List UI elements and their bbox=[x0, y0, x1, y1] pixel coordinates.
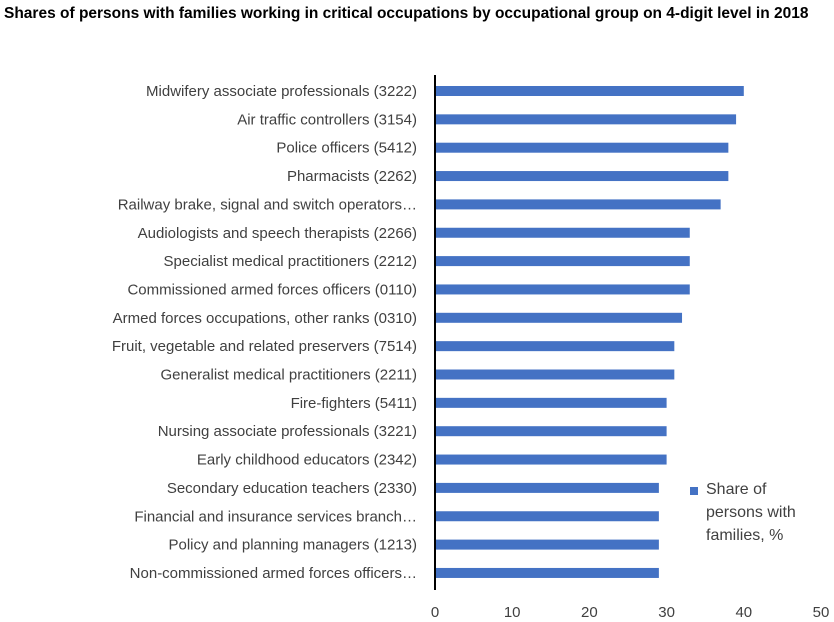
category-label-17: Policy and planning managers (1213) bbox=[169, 537, 418, 554]
bar-6 bbox=[435, 227, 690, 238]
bar-5 bbox=[435, 199, 721, 210]
bar-13 bbox=[435, 426, 667, 437]
category-label-3: Police officers (5412) bbox=[276, 140, 417, 157]
bar-4 bbox=[435, 171, 729, 182]
category-label-7: Specialist medical practitioners (2212) bbox=[164, 253, 417, 270]
category-label-12: Fire-fighters (5411) bbox=[291, 395, 417, 412]
category-labels: Midwifery associate professionals (3222)… bbox=[112, 83, 417, 582]
bar-11 bbox=[435, 369, 675, 380]
bar-16 bbox=[435, 511, 659, 522]
bar-18 bbox=[435, 567, 659, 578]
bar-7 bbox=[435, 256, 690, 267]
bar-12 bbox=[435, 397, 667, 408]
bar-17 bbox=[435, 539, 659, 550]
x-tick-label-0: 0 bbox=[431, 604, 439, 621]
legend-swatch bbox=[690, 487, 698, 495]
category-label-5: Railway brake, signal and switch operato… bbox=[118, 196, 417, 213]
category-label-10: Fruit, vegetable and related preservers … bbox=[112, 338, 417, 355]
bar-9 bbox=[435, 312, 683, 323]
category-label-2: Air traffic controllers (3154) bbox=[237, 111, 417, 128]
x-tick-label-10: 10 bbox=[504, 604, 521, 621]
bar-8 bbox=[435, 284, 690, 295]
x-tick-label-20: 20 bbox=[581, 604, 598, 621]
category-label-1: Midwifery associate professionals (3222) bbox=[146, 83, 417, 100]
bar-14 bbox=[435, 454, 667, 465]
bar-1 bbox=[435, 86, 744, 96]
bars-group bbox=[435, 86, 744, 578]
x-tick-label-30: 30 bbox=[658, 604, 675, 621]
category-label-11: Generalist medical practitioners (2211) bbox=[160, 367, 417, 384]
category-label-13: Nursing associate professionals (3221) bbox=[158, 423, 417, 440]
category-label-9: Armed forces occupations, other ranks (0… bbox=[113, 310, 417, 327]
legend-label: Share of persons with families, % bbox=[706, 481, 796, 544]
bar-3 bbox=[435, 142, 729, 153]
category-label-16: Financial and insurance services branch… bbox=[134, 508, 417, 525]
x-tick-label-50: 50 bbox=[813, 604, 830, 621]
bar-15 bbox=[435, 482, 659, 493]
x-tick-label-40: 40 bbox=[735, 604, 752, 621]
category-label-15: Secondary education teachers (2330) bbox=[167, 480, 417, 497]
category-label-18: Non-commissioned armed forces officers… bbox=[130, 565, 417, 582]
x-axis-tick-labels: 0 10 20 30 40 50 bbox=[431, 604, 830, 621]
category-label-8: Commissioned armed forces officers (0110… bbox=[127, 281, 417, 298]
category-label-14: Early childhood educators (2342) bbox=[197, 452, 417, 469]
category-label-6: Audiologists and speech therapists (2266… bbox=[138, 225, 417, 242]
bar-2 bbox=[435, 114, 737, 125]
category-label-4: Pharmacists (2262) bbox=[287, 168, 417, 185]
chart-title: Shares of persons with families working … bbox=[4, 5, 809, 22]
bar-10 bbox=[435, 341, 675, 352]
